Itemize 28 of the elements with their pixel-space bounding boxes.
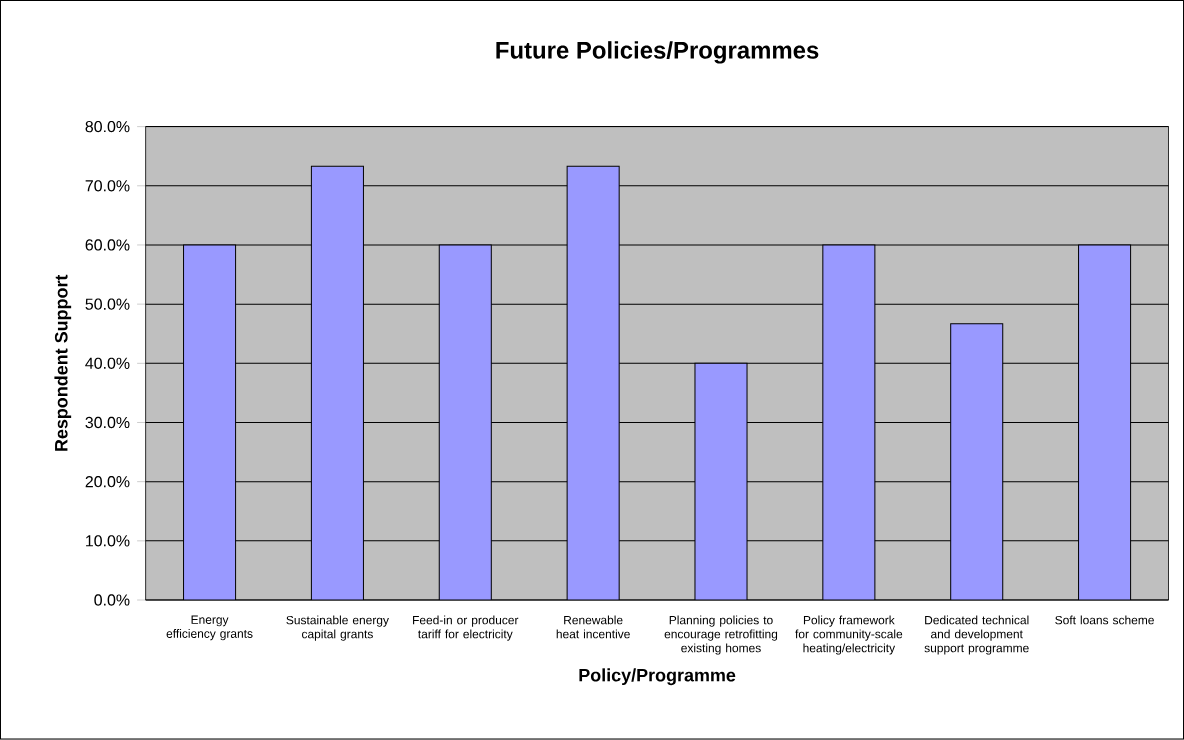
x-axis-title: Policy/Programme: [579, 668, 736, 686]
y-tick-label: 10.0%: [86, 535, 130, 547]
bar: [822, 244, 876, 601]
y-axis-title: Respondent Support: [54, 274, 72, 452]
bar: [438, 244, 492, 601]
bar: [1078, 244, 1132, 601]
x-tick-label: Energy efficiency grants: [166, 615, 253, 641]
bar: [566, 165, 620, 601]
bar: [310, 165, 364, 601]
chart-title: Future Policies/Programmes: [496, 41, 819, 64]
y-tick-label: 80.0%: [85, 121, 130, 133]
x-tick-label: Policy framework for community-scale heating/electricity: [795, 615, 903, 655]
x-tick-label: Renewable heat incentive: [556, 615, 630, 639]
y-tick-label: 50.0%: [85, 298, 130, 310]
x-tick-label: Soft loans scheme: [1055, 615, 1154, 625]
y-tick-label: 20.0%: [85, 476, 130, 488]
bar: [183, 244, 237, 601]
bar: [950, 323, 1004, 601]
x-tick-label: Planning policies to encourage retrofitting existing homes: [664, 615, 778, 655]
y-tick-label: 70.0%: [85, 180, 130, 192]
bar: [694, 363, 748, 601]
y-tick-label: 60.0%: [85, 239, 130, 251]
x-tick-label: Dedicated technical and development support programme: [924, 615, 1029, 655]
y-tick-label: 0.0%: [94, 594, 130, 606]
y-tick-label: 40.0%: [85, 357, 130, 370]
y-tick-label: 30.0%: [85, 417, 130, 429]
x-tick-label: Feed-in or producer tariff for electricity: [413, 615, 519, 641]
x-tick-label: Sustainable energy capital grants: [286, 615, 389, 641]
